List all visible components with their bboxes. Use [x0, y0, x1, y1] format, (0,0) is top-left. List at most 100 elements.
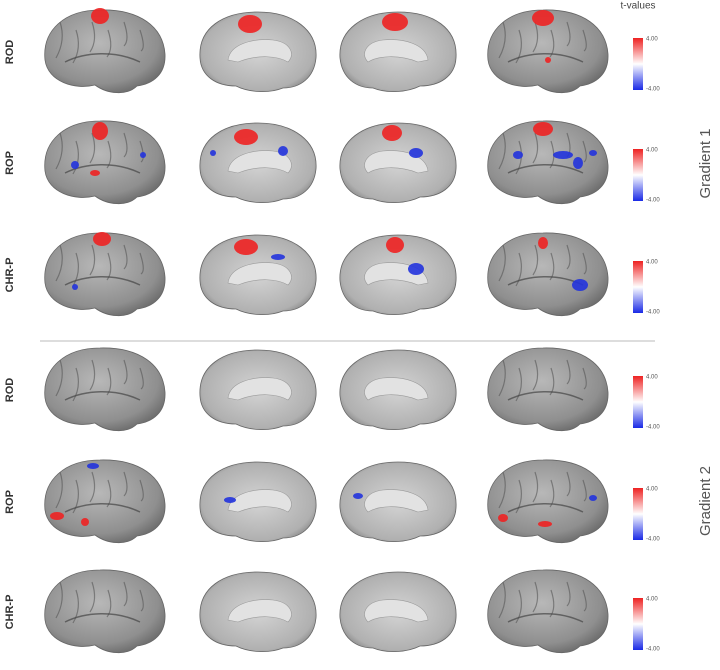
activation: [573, 157, 583, 169]
activation: [513, 151, 523, 159]
sulcus: [566, 581, 571, 607]
group-label: Gradient 1: [697, 128, 714, 198]
sulcus: [507, 503, 584, 513]
brain: [44, 120, 166, 205]
colorbar: [633, 38, 643, 90]
sulcus: [515, 479, 522, 514]
sulcus: [72, 589, 79, 624]
colorbar-min: -4.00: [646, 537, 660, 543]
brain: [44, 347, 166, 432]
sulcus: [566, 471, 571, 497]
sulcus: [532, 581, 539, 613]
brain: [199, 461, 317, 542]
activation: [382, 13, 408, 31]
activation: [50, 512, 64, 520]
colorbar-min: -4.00: [646, 647, 660, 653]
sulcus: [532, 21, 539, 53]
activation: [409, 148, 423, 158]
sulcus: [507, 613, 584, 623]
brain: [487, 9, 609, 94]
sulcus: [139, 252, 144, 275]
corpus-callosum: [227, 489, 292, 513]
corpus-callosum: [227, 377, 292, 401]
sulcus: [549, 367, 555, 396]
corpus-callosum: [227, 39, 292, 63]
sulcus: [89, 21, 96, 53]
colorbar-title: t-values: [620, 1, 655, 12]
sulcus: [72, 252, 79, 287]
corpus-callosum: [364, 599, 429, 623]
sulcus: [123, 471, 128, 497]
sulcus: [123, 21, 128, 47]
colorbar-max: 4.00: [646, 37, 658, 43]
sulcus: [139, 589, 144, 612]
brain: [199, 11, 317, 92]
sulcus: [582, 479, 587, 502]
activation: [545, 57, 551, 63]
sulcus: [532, 471, 539, 503]
sulcus: [507, 164, 584, 174]
corpus-callosum: [364, 377, 429, 401]
activation: [572, 279, 588, 291]
brain: [199, 122, 317, 203]
corpus-callosum: [227, 262, 292, 286]
sulcus: [566, 359, 571, 385]
activation: [234, 239, 258, 255]
sulcus: [582, 140, 587, 163]
activation: [271, 254, 285, 260]
brain: [199, 571, 317, 652]
sulcus: [72, 367, 79, 402]
sulcus: [123, 244, 128, 270]
brain-surface: [44, 9, 166, 94]
activation: [408, 263, 424, 275]
brain: [199, 349, 317, 430]
corpus-callosum: [227, 150, 292, 174]
brain: [44, 569, 166, 654]
sulcus: [532, 132, 539, 164]
colorbar-max: 4.00: [646, 148, 658, 154]
sulcus: [582, 589, 587, 612]
colorbar-min: -4.00: [646, 310, 660, 316]
sulcus: [549, 479, 555, 508]
row-label: ROD: [4, 378, 16, 403]
activation: [90, 170, 100, 176]
activation: [533, 122, 553, 136]
activation: [81, 518, 89, 526]
sulcus: [582, 252, 587, 275]
colorbar-min: -4.00: [646, 198, 660, 204]
sulcus: [123, 581, 128, 607]
activation: [553, 151, 573, 159]
brain-surface: [487, 569, 609, 654]
colorbar-max: 4.00: [646, 375, 658, 381]
activation: [278, 146, 288, 156]
sulcus: [139, 29, 144, 52]
activation: [238, 15, 262, 33]
colorbar-max: 4.00: [646, 260, 658, 266]
brain: [487, 569, 609, 654]
row-label: ROD: [4, 40, 16, 65]
brain: [487, 120, 609, 205]
sulcus: [582, 367, 587, 390]
sulcus: [106, 29, 112, 58]
colorbar-max: 4.00: [646, 597, 658, 603]
brain: [44, 8, 166, 94]
sulcus: [55, 581, 63, 619]
activation: [498, 514, 508, 522]
sulcus: [515, 367, 522, 402]
activation: [92, 122, 108, 140]
sulcus: [498, 359, 506, 397]
colorbar-max: 4.00: [646, 487, 658, 493]
brain-surface: [487, 232, 609, 317]
sulcus: [549, 589, 555, 618]
sulcus: [515, 252, 522, 287]
activation: [589, 495, 597, 501]
brain: [339, 461, 457, 542]
colorbar-min: -4.00: [646, 425, 660, 431]
corpus-callosum: [364, 489, 429, 513]
activation: [224, 497, 236, 503]
sulcus: [55, 471, 63, 509]
activation: [538, 237, 548, 249]
brain-surface: [487, 120, 609, 205]
colorbar: [633, 376, 643, 428]
sulcus: [64, 391, 141, 401]
